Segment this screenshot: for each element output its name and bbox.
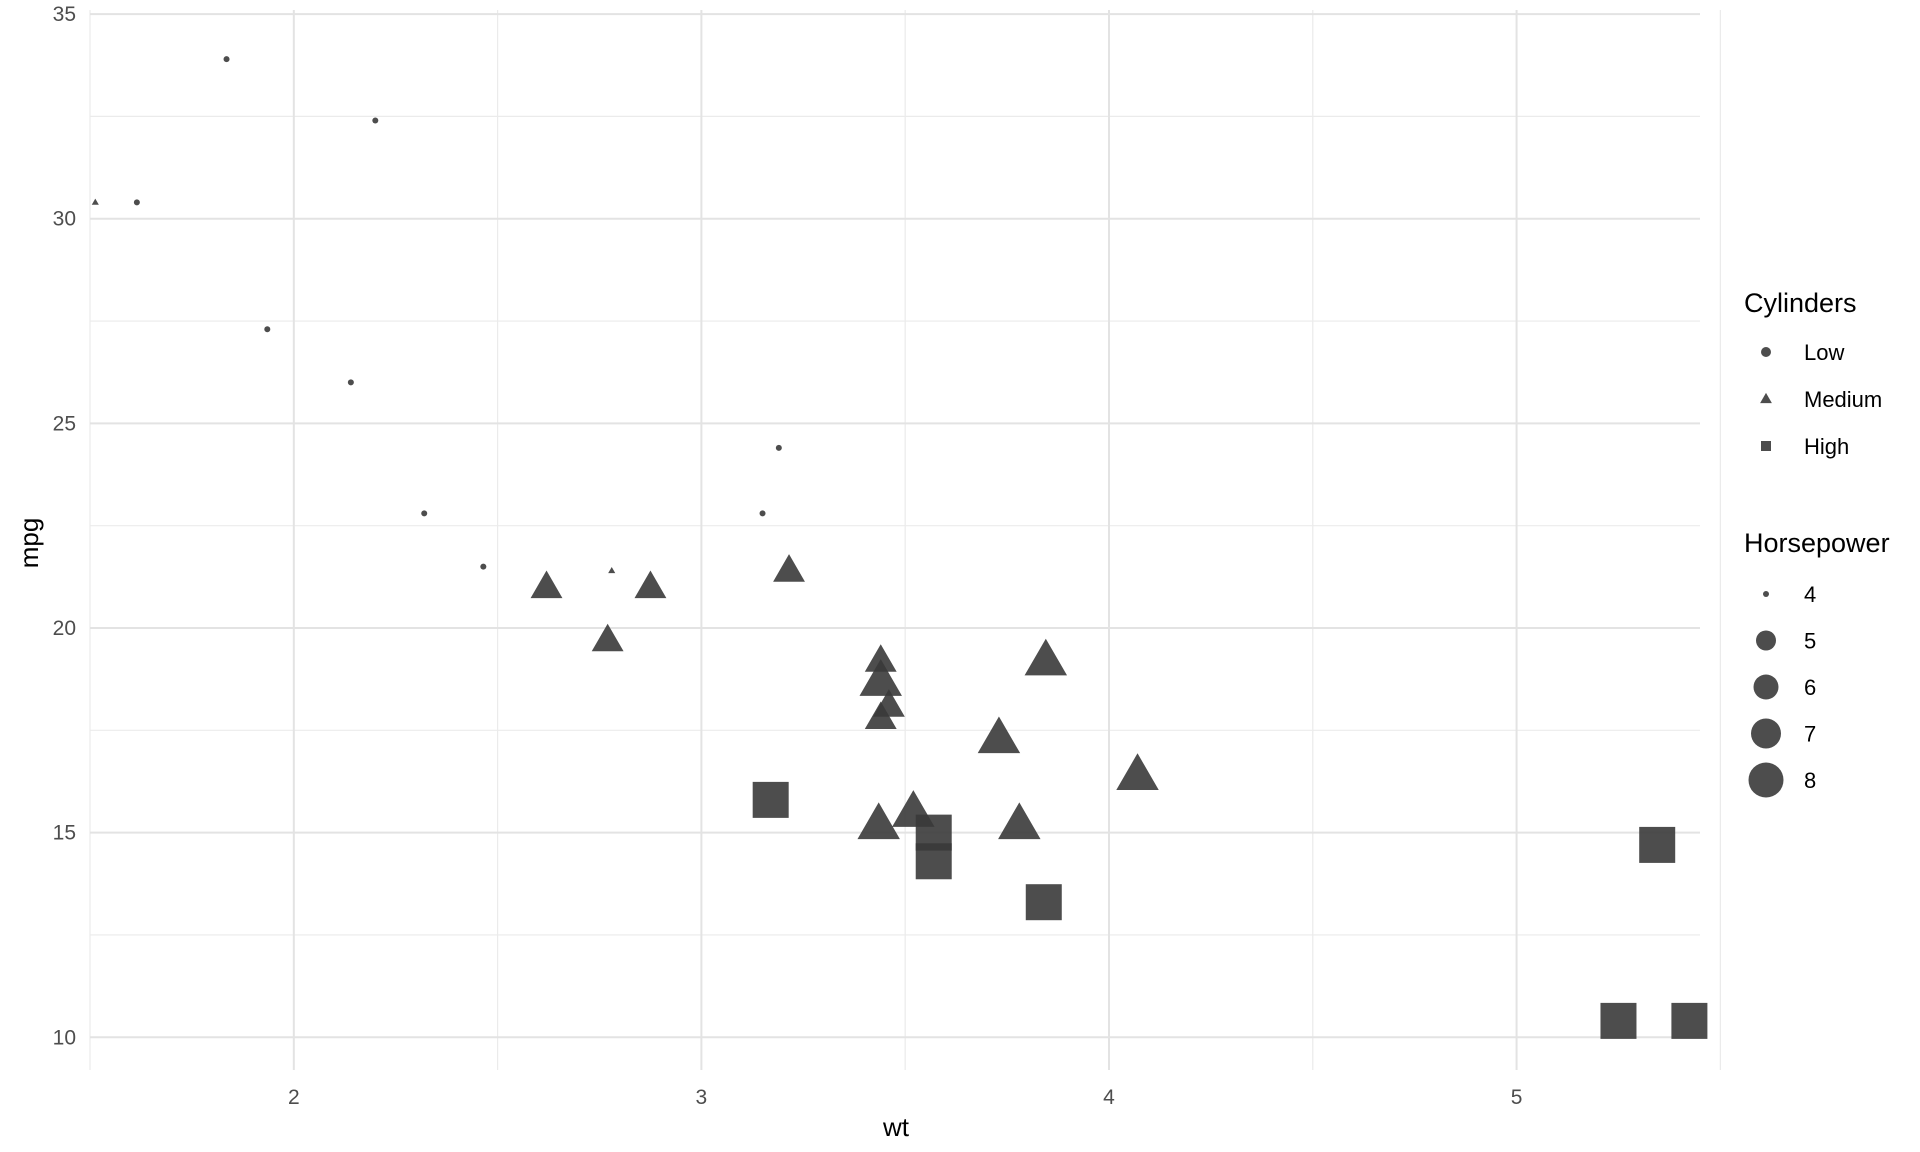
data-point-circle [223,56,230,63]
data-point-circle [775,444,782,451]
y-tick-label: 10 [53,1026,76,1049]
data-point-circle [347,379,354,386]
y-axis-title: mpg [14,518,44,569]
legend-size-label: 7 [1804,722,1816,747]
legend-size-key [1751,718,1781,749]
legend-size-label: 5 [1804,629,1816,654]
horsepower-legend-title: Horsepower [1744,528,1890,558]
legend-size-label: 4 [1804,582,1816,607]
cylinders-legend: Cylinders Low Medium High [1744,288,1882,459]
data-point-circle [759,510,766,517]
data-point-triangle [773,554,805,582]
data-point-triangle [857,802,900,840]
legend-size-label: 8 [1804,768,1816,793]
data-point-square [1600,1002,1637,1039]
data-point-triangle [530,570,563,599]
legend-key-square [1761,441,1771,451]
y-tick-label: 35 [53,3,76,26]
data-point-circle [133,199,140,206]
legend-key-circle [1761,347,1771,357]
horsepower-legend: Horsepower 4 5 6 7 8 [1744,528,1890,798]
data-point-square [752,781,789,818]
data-points [91,56,1708,1039]
data-point-triangle [859,659,902,696]
data-point-circle [480,563,487,570]
data-point-triangle [608,567,616,574]
legend-size-key [1748,762,1784,798]
minor-gridlines [89,10,1721,1070]
x-tick-label: 3 [696,1086,708,1109]
x-axis-ticks: 2 3 4 5 [288,1086,1522,1109]
y-tick-label: 20 [53,617,76,640]
data-point-triangle [1024,638,1068,676]
y-tick-label: 15 [53,822,76,845]
legend-size-key [1763,591,1769,597]
data-point-square [1025,884,1062,921]
data-point-circle [421,510,428,517]
legend-label-high: High [1804,434,1849,459]
y-tick-label: 30 [53,208,76,231]
major-gridlines [90,10,1700,1070]
data-point-circle [372,117,379,124]
y-axis-ticks: 10 15 20 25 30 35 [53,3,76,1049]
data-point-triangle [864,701,897,730]
data-point-triangle [1116,753,1159,791]
x-tick-label: 2 [288,1086,300,1109]
data-point-circle [264,326,271,333]
x-tick-label: 4 [1103,1086,1115,1109]
legend-size-key [1753,674,1779,700]
legend-size-label: 6 [1804,675,1816,700]
data-point-square [1671,1002,1708,1039]
data-point-square [1639,826,1676,863]
data-point-square [915,843,952,880]
x-axis-title: wt [882,1112,910,1142]
legend-label-low: Low [1804,340,1844,365]
data-point-triangle [977,716,1021,754]
x-tick-label: 5 [1511,1086,1523,1109]
data-point-triangle [998,802,1041,840]
data-point-triangle [864,644,897,672]
legend-key-triangle [1760,392,1772,404]
cylinders-legend-title: Cylinders [1744,288,1857,318]
y-tick-label: 25 [53,412,76,435]
legend-size-key [1756,630,1776,651]
data-point-triangle [634,570,667,599]
data-point-triangle [591,623,624,652]
legend-label-medium: Medium [1804,387,1882,412]
data-point-triangle [91,198,99,205]
